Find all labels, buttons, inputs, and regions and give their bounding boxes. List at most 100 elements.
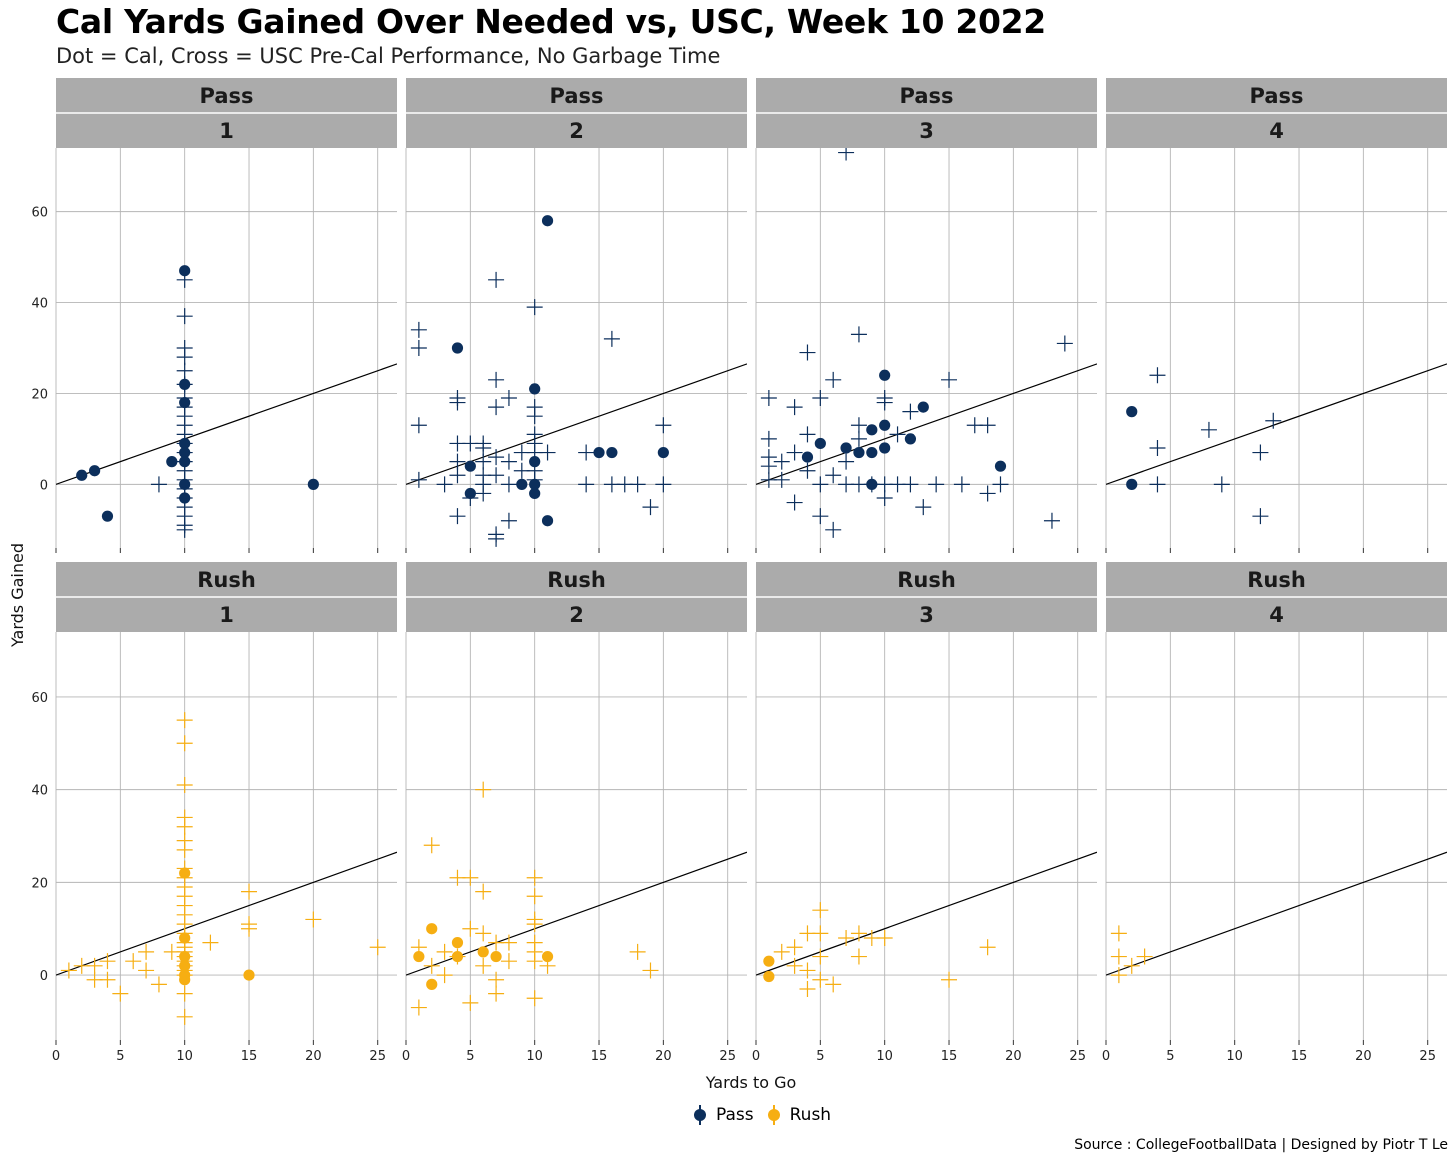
cal-dot-point xyxy=(166,456,178,468)
cal-dot-point xyxy=(1126,478,1138,490)
legend-dot-pass xyxy=(694,1109,706,1121)
gridlines xyxy=(1105,632,1447,1040)
usc-cross-point xyxy=(449,453,466,470)
reference-line xyxy=(756,363,1097,485)
usc-cross-point xyxy=(902,476,919,493)
usc-cross-point xyxy=(436,967,453,984)
x-tick-label: 15 xyxy=(241,1049,258,1064)
usc-cross-point xyxy=(488,449,505,466)
strip-label-playtype: Pass xyxy=(200,84,254,108)
usc-cross-point xyxy=(449,508,466,525)
x-tick-label: 0 xyxy=(1102,1049,1110,1064)
cal-dot-point xyxy=(541,215,554,227)
usc-cross-point xyxy=(786,444,803,461)
usc-cross-point xyxy=(500,934,517,951)
usc-cross-point xyxy=(1110,925,1127,942)
usc-cross-point xyxy=(500,453,517,470)
cal-dot-point xyxy=(477,946,489,958)
axes xyxy=(755,548,1079,553)
x-tick-label: 15 xyxy=(591,1049,608,1064)
usc-cross-point xyxy=(941,971,958,988)
strip-label-playtype: Rush xyxy=(547,568,606,592)
usc-cross-point xyxy=(812,476,829,493)
usc-cross-point xyxy=(825,521,842,538)
usc-cross-point xyxy=(539,444,556,461)
usc-cross-point xyxy=(305,911,322,928)
usc-cross-point xyxy=(799,962,816,979)
x-tick-label: 25 xyxy=(719,1049,736,1064)
legend-item-rush: Rush xyxy=(764,1105,831,1125)
legend-item-pass: Pass xyxy=(690,1105,754,1125)
x-tick-label: 25 xyxy=(369,1049,386,1064)
x-tick-label: 10 xyxy=(176,1049,193,1064)
cal-dot-point xyxy=(179,492,191,504)
axes xyxy=(405,548,729,553)
usc-cross-point xyxy=(642,962,659,979)
x-tick-label: 0 xyxy=(52,1049,60,1064)
strip-label-down: 1 xyxy=(219,603,234,627)
cal-dot-point xyxy=(76,469,88,481)
usc-cross-point xyxy=(825,467,842,484)
axes xyxy=(1105,548,1429,553)
usc-cross-point xyxy=(773,453,790,470)
source-caption: Source : CollegeFootballData | Designed … xyxy=(1074,1137,1448,1153)
usc-cross-point xyxy=(786,939,803,956)
cal-dot-point xyxy=(243,969,255,981)
x-tick-label: 5 xyxy=(1166,1049,1174,1064)
plot-area xyxy=(1106,363,1447,525)
cal-dot-point xyxy=(179,456,191,468)
strip-label-playtype: Pass xyxy=(550,84,604,108)
usc-cross-point xyxy=(953,476,970,493)
usc-cross-point xyxy=(655,417,672,434)
usc-cross-point xyxy=(500,476,517,493)
usc-cross-point xyxy=(410,340,427,356)
axes: 0 20 40 60 xyxy=(31,206,379,553)
usc-cross-point xyxy=(760,430,777,447)
cal-dot-point xyxy=(451,342,464,354)
usc-cross-point xyxy=(825,976,842,993)
usc-cross-point xyxy=(603,330,620,347)
cal-dot-point xyxy=(529,456,541,468)
usc-cross-point xyxy=(369,939,386,956)
usc-cross-point xyxy=(812,948,829,965)
usc-cross-point xyxy=(992,476,1009,493)
usc-cross-point xyxy=(812,390,829,406)
legend: Pass Rush xyxy=(690,1105,831,1125)
usc-cross-point xyxy=(176,985,193,1002)
usc-cross-point xyxy=(475,781,492,798)
usc-cross-point xyxy=(578,476,595,493)
cal-dot-point xyxy=(879,442,891,454)
usc-cross-point xyxy=(850,948,867,965)
reference-line xyxy=(56,851,397,976)
axes: 0 5 10 15 20 25 xyxy=(402,1040,736,1064)
plot-area xyxy=(1106,851,1447,984)
usc-cross-point xyxy=(176,349,193,366)
usc-cross-point xyxy=(241,920,258,937)
x-tick-label: 20 xyxy=(655,1049,672,1064)
cal-dot-point xyxy=(866,478,878,490)
plot-area xyxy=(756,148,1097,538)
usc-cross-point xyxy=(979,485,996,502)
usc-cross-point xyxy=(410,321,427,338)
y-axis-title: Yards Gained xyxy=(8,543,27,648)
usc-cross-point xyxy=(176,841,193,858)
y-tick-label: 20 xyxy=(31,876,48,891)
usc-cross-point xyxy=(786,957,803,974)
x-tick-label: 15 xyxy=(941,1049,958,1064)
usc-cross-point xyxy=(629,943,646,960)
usc-cross-point xyxy=(86,957,103,974)
usc-cross-point xyxy=(423,837,440,854)
usc-cross-point xyxy=(202,934,219,951)
usc-cross-point xyxy=(488,399,505,416)
reference-line xyxy=(1106,851,1447,976)
usc-cross-point xyxy=(176,1008,193,1025)
usc-cross-point xyxy=(462,869,479,886)
usc-cross-point xyxy=(436,943,453,960)
cal-dot-point xyxy=(179,950,191,963)
strip-label-down: 3 xyxy=(919,119,934,143)
usc-cross-point xyxy=(941,371,958,388)
usc-cross-point xyxy=(526,916,543,933)
usc-cross-point xyxy=(500,390,517,406)
strip-pass-4: Pass 4 xyxy=(1106,78,1447,148)
